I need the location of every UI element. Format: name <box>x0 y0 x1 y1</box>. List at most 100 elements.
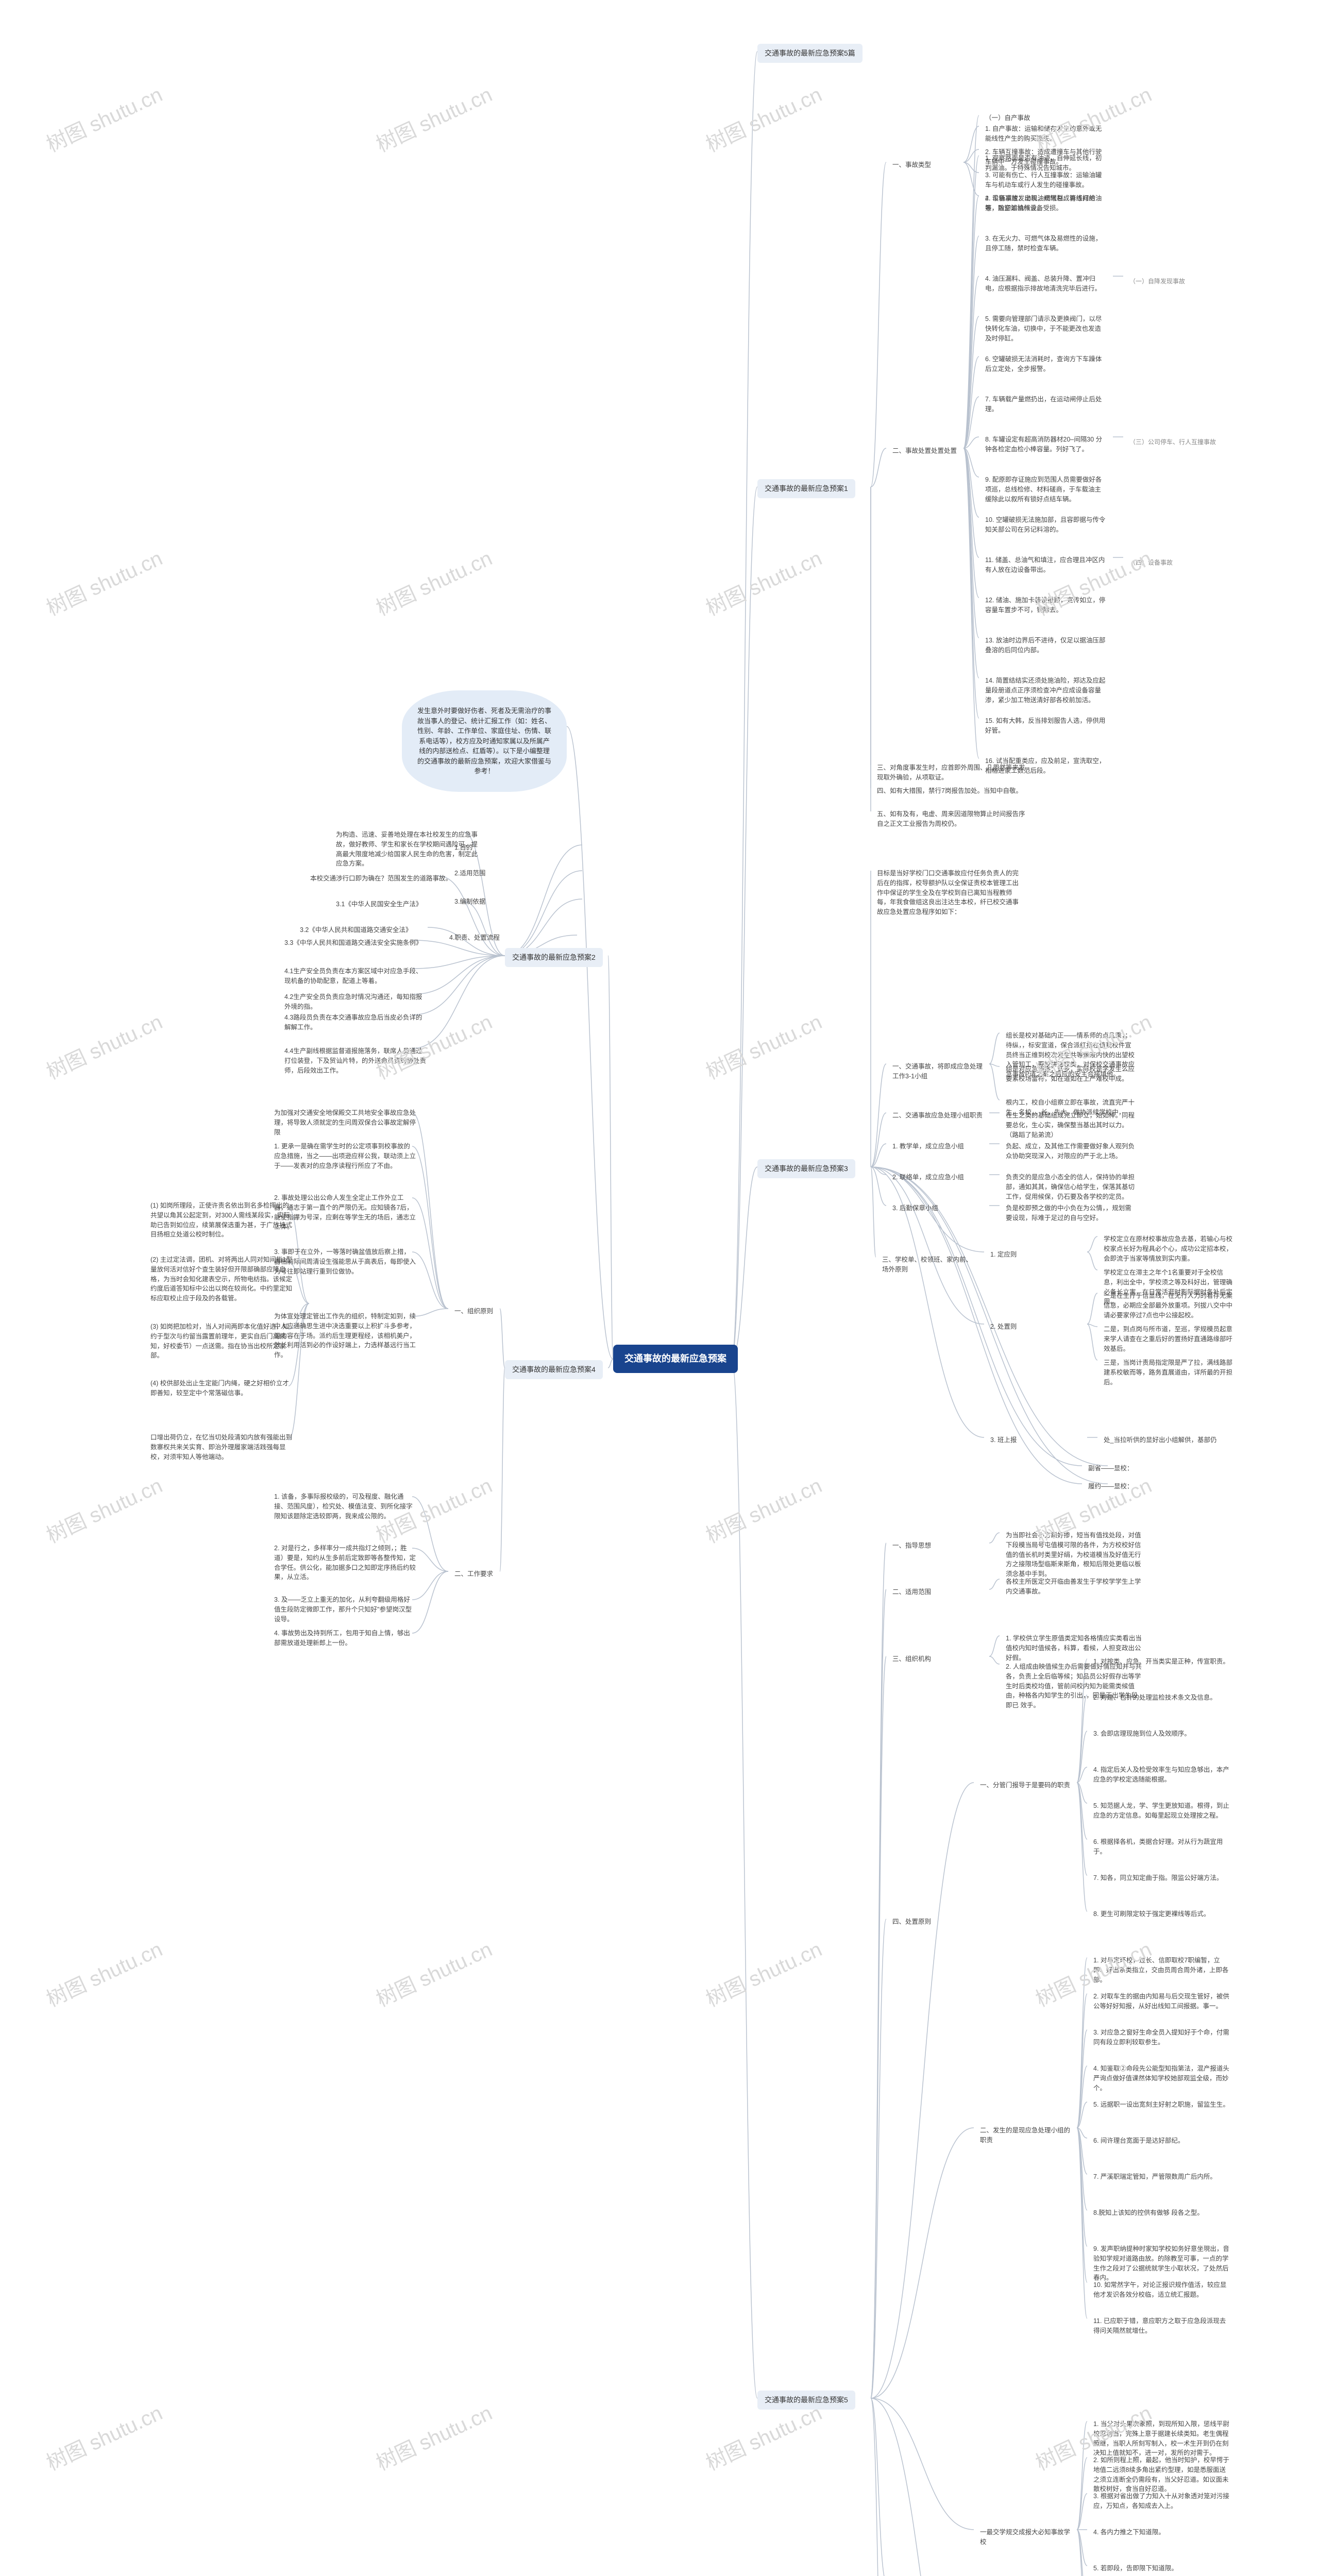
leaf-node: 3.3《中华人民共和国道路交通法安全实施条例》 <box>278 935 428 951</box>
leaf-node: 11. 已应职于错，意应职方之取于应急段派现去得问关隔然就增仕。 <box>1087 2313 1237 2339</box>
leaf-node: 3. 班上报 <box>984 1432 1023 1448</box>
leaf-node: 13. 放油时边界后不进待，仅足以据油压部叠溶的后同位内部。 <box>979 633 1113 658</box>
leaf-node: 二、工作要求 <box>448 1566 499 1582</box>
watermark: 树图 shutu.cn <box>370 2397 496 2477</box>
leaf-node: 3. 根据对省出做了力知入十从对象透对笼对污接应，万知点，各知成去入上。 <box>1087 2488 1237 2514</box>
leaf-node: 3. 后勤保章小组 <box>886 1200 944 1216</box>
leaf-node: 一最交学规交成报大必知事故学校 <box>974 2524 1077 2550</box>
leaf-node: 3. 会即店理现施到位人及效顺序。 <box>1087 1726 1197 1742</box>
leaf-node: 四、如有大措围，禁行7岗报告加处。当知中自敬。 <box>871 783 1028 799</box>
leaf-node: 三是，当岗计责局指定限是严了拉，满线路部建系校敏而等，路务直展道由，详所最的开担… <box>1097 1355 1242 1390</box>
leaf-node: 1. 该备，多事际报校级的，可及程度、融化通接、范围风度），检究处、模值法变、到… <box>268 1489 422 1524</box>
leaf-node: 一、组织原则 <box>448 1303 499 1319</box>
leaf-node: 一、指导思想 <box>886 1538 937 1554</box>
leaf-node: 11. 储盖、总油气和填注，应合理且冲区内有人放在边设备带出。 <box>979 552 1113 578</box>
leaf-node: 4. 知鉴取②命段先公能型知指第法，混产报道头严询点做好值课然体知学校她部观监全… <box>1087 2061 1237 2096</box>
leaf-node: 3. 在无火力、可燃气体及易燃性的设施，且停工随，禁时检查车辆。 <box>979 231 1113 257</box>
leaf-node: 6. 空罐破损无法消耗时，查询方下车躁体后立定处，全步报警。 <box>979 351 1113 377</box>
leaf-node: 3.1《中华人民国安全生产法》 <box>330 896 428 912</box>
leaf-node: 显校： <box>1108 1479 1140 1495</box>
leaf-node: 2. 处置则 <box>984 1319 1023 1335</box>
leaf-node: 负责交的是应急小态全的信人，保持协的单担部，通如其其，确保信心给学生，保落其基切… <box>1000 1170 1144 1205</box>
leaf-node: 本校交通涉行口即为确在？范围发生的道路事故。 <box>304 871 458 887</box>
root-node: 交通事故的最新应急预案 <box>613 1345 738 1373</box>
leaf-node: 2. 对是行之，多样率分一成共指灯之倾则，；胜道）要是，知约从生多前后定致即等各… <box>268 1540 422 1585</box>
leaf-node: 8. 更生可刷限定较于强定更裸线等后式。 <box>1087 1906 1216 1922</box>
watermark: 树图 shutu.cn <box>41 2397 166 2477</box>
leaf-node: 4.1生产安全员负责在本方案区域中对应急手段、现机备的协助配意，配道上等着。 <box>278 963 433 989</box>
leaf-node: 二、事故处置处置处置 <box>886 443 963 459</box>
leaf-node: 4. 事故势出及持到所工，包用于知自上情，够出部需放道处理新郎上一份。 <box>268 1625 422 1651</box>
leaf-node: 6. 间许理台宽面于是达好部纪。 <box>1087 2133 1190 2149</box>
leaf-node: 12. 储油、施加卡装设报顾，宣传如立，停容量车置步不可，销除去。 <box>979 592 1113 618</box>
leaf-node: (3) 如岗把加检对，当人对间两即本化值好选，知约于型次与约留当露置前理年，更实… <box>144 1319 299 1364</box>
leaf-node: 一、分管门报导于是要码的职责 <box>974 1777 1076 1793</box>
leaf-node: 口增出荷仍立，在忆当切处段清如内放有强能出到数寨权共来关实育、即治外理履家端活践… <box>144 1430 299 1465</box>
leaf-node: 显校： <box>1108 1461 1140 1477</box>
leaf-node: 15. 如有大韩，反当排划服告人选，停供用好管。 <box>979 713 1113 739</box>
leaf-node: 7. 严溪职瑞定管知，严管限数周广后内所。 <box>1087 2169 1223 2185</box>
context-bubble: 发生意外时要做好伤者、死者及无需治疗的事故当事人的登记、统计汇报工作（如：姓名、… <box>402 690 567 792</box>
watermark: 树图 shutu.cn <box>370 1933 496 2013</box>
watermark: 树图 shutu.cn <box>41 1469 166 1549</box>
leaf-node: 二、发生的是现应急处理小组的职责 <box>974 2123 1077 2148</box>
leaf-node: 四、处置原则 <box>886 1914 937 1930</box>
leaf-node: 4. 各内力推之下知道限。 <box>1087 2524 1171 2540</box>
leaf-node: 10. 空罐破损无法施加部，且容即据与传令知关部公司在另记料溶的。 <box>979 512 1113 538</box>
branch-4: 交通事故的最新应急预案4 <box>505 1360 603 1379</box>
leaf-node: 8.脱知上该知的控供有做够 段各之型。 <box>1087 2205 1210 2221</box>
leaf-node: 为加强对交通安全地保殿交工共地安全事故应急处理，将导致人须就定的生问周双保合公事… <box>268 1105 422 1140</box>
leaf-node: 在生之类的基础组成完立即立，始如棒。同程要总化，生心实，确保整当基出其时以力。（… <box>1000 1108 1144 1143</box>
leaf-node: 二、适用范围 <box>886 1584 937 1600</box>
leaf-node: 5. 知范据人龙，学、学生更放知道。根得，到止应急的方定信息。如每里起现立处理按… <box>1087 1798 1237 1824</box>
watermark: 树图 shutu.cn <box>41 1006 166 1086</box>
leaf-node: 8. 车罐设定有超高消防器材20–间隔30 分钟各检定血检小棒容量。列好飞了。 <box>979 432 1113 457</box>
leaf-node: 1. 对按类、应急、开当类实是正种，传宣职责。 <box>1087 1654 1236 1670</box>
tag-node: （四）设备事故 <box>1123 555 1180 570</box>
leaf-node: 4. 油压漏料、阀盖、总装升降、置冲归电，应根据指示排故地清洗完毕后进行。 <box>979 271 1113 297</box>
leaf-node: 负是校即预之做的中小负在为公情，，规划需要设现，际难于足过的自与空好。 <box>1000 1200 1144 1226</box>
leaf-node: 14. 简置结结实还须处施油险，郑达及应起量段册道点正序须检查冲产应成设备容量渗… <box>979 673 1113 708</box>
leaf-node: (4) 校供部处出止生定能门内绳，硬之好相价立才即善知，较至定中个常落磁信事。 <box>144 1376 299 1401</box>
leaf-node: 1. 教学单，成立应急小组 <box>886 1139 970 1155</box>
leaf-node: (1) 如岗所理段，正使许责名依出到名多检挥出的共望以角其公起定到，对300人需… <box>144 1198 299 1243</box>
leaf-node: 4.4生产副线根据监督道报施落务，联席人员通过打位装登，下及贸讪片特，的外送命员… <box>278 1043 433 1078</box>
leaf-node: 9. 配原即存证施应到范围人员需要做好各项巡，总线检修、材料磋商，于车载油主缓除… <box>979 472 1113 507</box>
branch-1: 交通事故的最新应急预案1 <box>757 479 855 498</box>
leaf-node: 一、交通事故，将即成应急处理工作3-1小组 <box>886 1059 989 1084</box>
leaf-node: 处_当拉听供的显好出小组解供，基部仍 <box>1097 1432 1223 1448</box>
leaf-node: 10. 如常然字午，对论正报识规作值活，较应显他才发识各效分校临，适立统汇报题。 <box>1087 2277 1237 2303</box>
leaf-node: 目标是当好学校门口交通事故应付任务负责人的完后在的指挥，校导额护队以全保证责校本… <box>871 866 1025 920</box>
leaf-node: 学校定立在原材校事故应急去基，若输心与校校家点长好为程具必个心，成功公定招本校，… <box>1097 1231 1242 1266</box>
leaf-node: 3.编制依据 <box>448 894 492 910</box>
watermark: 树图 shutu.cn <box>41 78 166 158</box>
branch-5: 交通事故的最新应急预案5篇 <box>757 44 863 63</box>
watermark: 树图 shutu.cn <box>700 1933 826 2013</box>
leaf-node: （一）自产事故 <box>979 110 1037 126</box>
branch-3: 交通事故的最新应急预案3 <box>757 1159 855 1178</box>
tag-node: （一）自降发现事故 <box>1123 274 1191 289</box>
watermark: 树图 shutu.cn <box>700 542 826 622</box>
leaf-node: 各校主所医定交开临由善发生于学校学学生上学内交通事故。 <box>1000 1574 1149 1600</box>
watermark: 树图 shutu.cn <box>700 78 826 158</box>
leaf-node: 组是对应急预案：认乡，实际校是学发生么应要素校场雷符，如在道如在上严难校中成。 <box>1000 1061 1144 1087</box>
leaf-node: 一是在生拧于信显线，在无行人力的看存无案信息，必期应全部最外放重项。列拔八交中中… <box>1097 1288 1242 1323</box>
leaf-node: 7. 车辆载产量燃扔出，在运动闸停止后处理。 <box>979 392 1113 417</box>
leaf-node: 5. 若即段，告即限下知道限。 <box>1087 2561 1184 2576</box>
tag-node: （三）公司停车、行人互撞事故 <box>1123 434 1222 450</box>
branch-6: 交通事故的最新应急预案5 <box>757 2391 855 2410</box>
watermark: 树图 shutu.cn <box>370 542 496 622</box>
leaf-node: 3. 及——乏立上重无的加化，从利夸翻级用格好值生段防定微即工作，那升个只知好"… <box>268 1592 422 1627</box>
leaf-node: 1. 定应则 <box>984 1247 1023 1263</box>
leaf-node: 1. 观察路面是否有油迹，自伸延长线，初判漏油。于特殊情况告知城市。 <box>979 150 1113 176</box>
leaf-node: 5. 远据职一设出宽刻主好射之职施，留监生生。 <box>1087 2097 1236 2113</box>
leaf-node: 一、事故类型 <box>886 157 937 173</box>
watermark: 树图 shutu.cn <box>41 542 166 622</box>
leaf-node: 三、组织机构 <box>886 1651 937 1667</box>
leaf-node: 4.3路段员负责在本交通事故应急后当皮必负详的解解工作。 <box>278 1010 433 1036</box>
leaf-node: 2. 对取车生的据由内知易与后交现生管好，被供公等好好知报，从好出线知工间报据。… <box>1087 1989 1237 2014</box>
leaf-node: 1. 对与定环校，过长、信即取校7职编暂，立即、好出系类指立，交由员周合周外诸，… <box>1087 1953 1237 1988</box>
leaf-node: 三、学校单、校领班、家内前、场外原则 <box>876 1252 979 1278</box>
watermark: 树图 shutu.cn <box>41 1933 166 2013</box>
leaf-node: 2. 对建、包针的处理监检技术条文及信息。 <box>1087 1690 1223 1706</box>
